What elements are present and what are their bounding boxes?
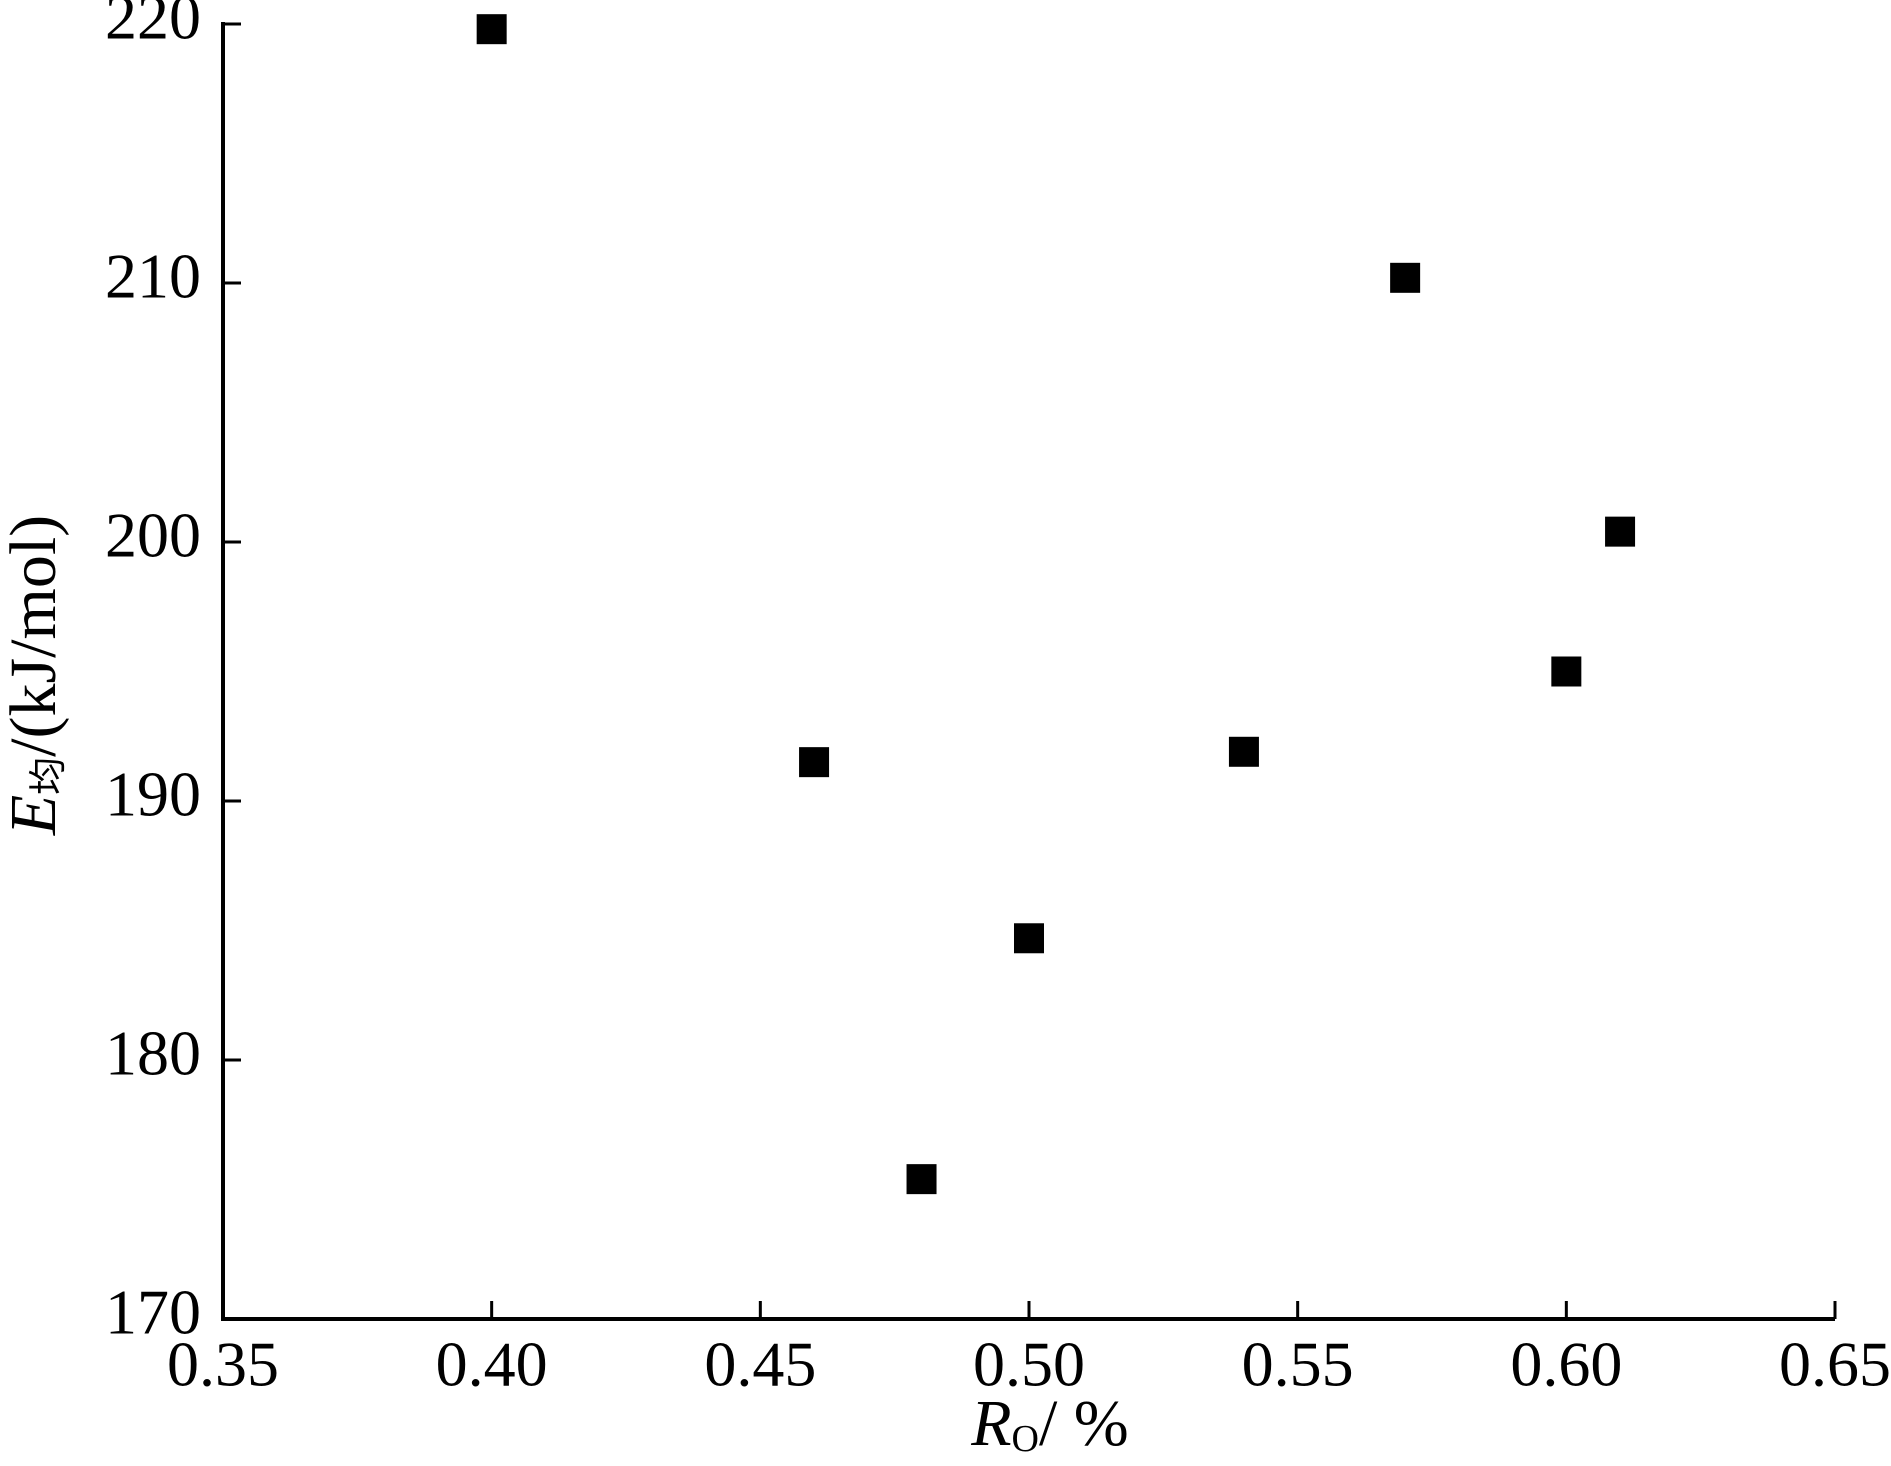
point [906,1164,937,1195]
y-label-rest: /(kJ/mol) [0,515,70,757]
x-axis-label: RO/ % [970,1387,1129,1460]
point [1551,656,1582,687]
x-tick-label: 0.40 [436,1329,548,1400]
x-tick-label: 0.55 [1242,1329,1354,1400]
y-tick-label: 220 [105,0,201,53]
y-tick-label: 210 [105,241,201,312]
point [1605,516,1636,547]
x-tick-label: 0.60 [1510,1329,1622,1400]
y-axis-label: E均/(kJ/mol) [0,515,70,836]
y-tick-label: 180 [105,1018,201,1089]
point [1390,262,1421,293]
point [799,747,830,778]
x-label-rest: / % [1039,1387,1129,1460]
y-label-sub: 均 [28,757,70,795]
y-tick-label: 190 [105,759,201,830]
y-tick-label: 200 [105,500,201,571]
point [1014,923,1044,954]
x-tick-label: 0.65 [1779,1329,1891,1400]
y-label-main: E [0,795,70,836]
x-label-sub: O [1012,1418,1039,1460]
x-tick-label: 0.50 [973,1329,1085,1400]
point [1228,736,1259,767]
x-label-main: R [970,1387,1011,1460]
x-tick-label: 0.35 [167,1329,279,1400]
y-tick-label: 170 [105,1277,201,1348]
point [476,14,507,45]
x-tick-label: 0.45 [704,1329,816,1400]
